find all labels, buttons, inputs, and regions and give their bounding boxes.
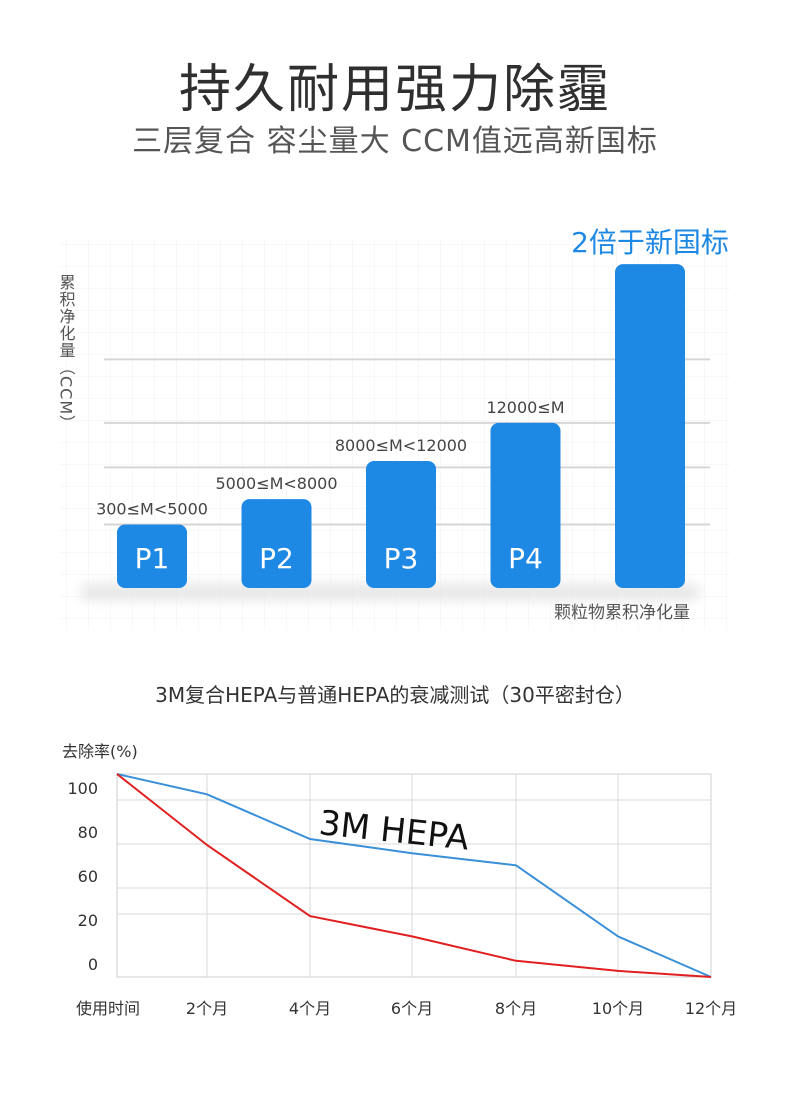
highlight-label: 2倍于新国标: [571, 226, 729, 259]
x-tick-label: 8个月: [495, 999, 537, 1018]
x-tick-label: 6个月: [391, 999, 433, 1018]
x-tick-label: 10个月: [592, 999, 644, 1018]
y-tick-label: 100: [67, 779, 98, 798]
attenuation-line-chart: 100 80 60 20 0 2个月 4个月 6个月 8个月 10个月 12个月 去除率(%) 使用…: [62, 742, 737, 1018]
ccm-bar-chart: P1 300≤M<5000 P2 5000≤M<8000 P3 8000≤M<12000 P…: [57, 226, 730, 630]
page-title: 持久耐用强力除霾: [178, 60, 611, 120]
page-subtitle: 三层复合 容尘量大 CCM值远高新国标: [132, 124, 658, 159]
line-grid: [116, 773, 712, 978]
x-tick-label: 2个月: [186, 999, 228, 1018]
bars: P1 300≤M<5000 P2 5000≤M<8000 P3 8000≤M<12000 P…: [96, 226, 729, 588]
plot-border: [116, 773, 712, 978]
bar-category-label: P2: [259, 542, 294, 575]
line-x-axis-label: 使用时间: [76, 999, 140, 1018]
y-axis-label: 累积净化量（CCM）: [57, 274, 76, 432]
bar-range-label: 8000≤M<12000: [335, 436, 467, 455]
bar-category-label: P3: [384, 542, 419, 575]
y-tick-label: 0: [88, 955, 98, 974]
bar-range-label: 300≤M<5000: [96, 500, 208, 519]
bar-range-label: 5000≤M<8000: [215, 474, 337, 493]
x-axis-label: 颗粒物累积净化量: [554, 603, 690, 623]
series-lines: [116, 773, 712, 978]
bar-range-label: 12000≤M: [486, 398, 564, 417]
bar: [615, 264, 685, 588]
y-tick-label: 80: [78, 823, 98, 842]
y-tick-label: 60: [78, 867, 98, 886]
line-chart-title: 3M复合HEPA与普通HEPA的衰减测试（30平密封仓）: [155, 683, 635, 707]
series-line: [116, 773, 712, 978]
bar: [241, 499, 312, 588]
line-y-axis-label: 去除率(%): [62, 742, 138, 761]
bar-category-label: P1: [135, 542, 170, 575]
series-label-3m-hepa: 3M HEPA: [317, 803, 471, 859]
x-tick-label: 12个月: [685, 999, 737, 1018]
x-tick-label: 4个月: [289, 999, 331, 1018]
bar: [117, 524, 187, 588]
series-line: [116, 773, 712, 978]
tick-labels: 100 80 60 20 0 2个月 4个月 6个月 8个月 10个月 12个月: [67, 779, 737, 1018]
bar-category-label: P4: [508, 542, 543, 575]
y-tick-label: 20: [78, 911, 98, 930]
bar: [366, 461, 436, 588]
bar: [490, 422, 561, 588]
